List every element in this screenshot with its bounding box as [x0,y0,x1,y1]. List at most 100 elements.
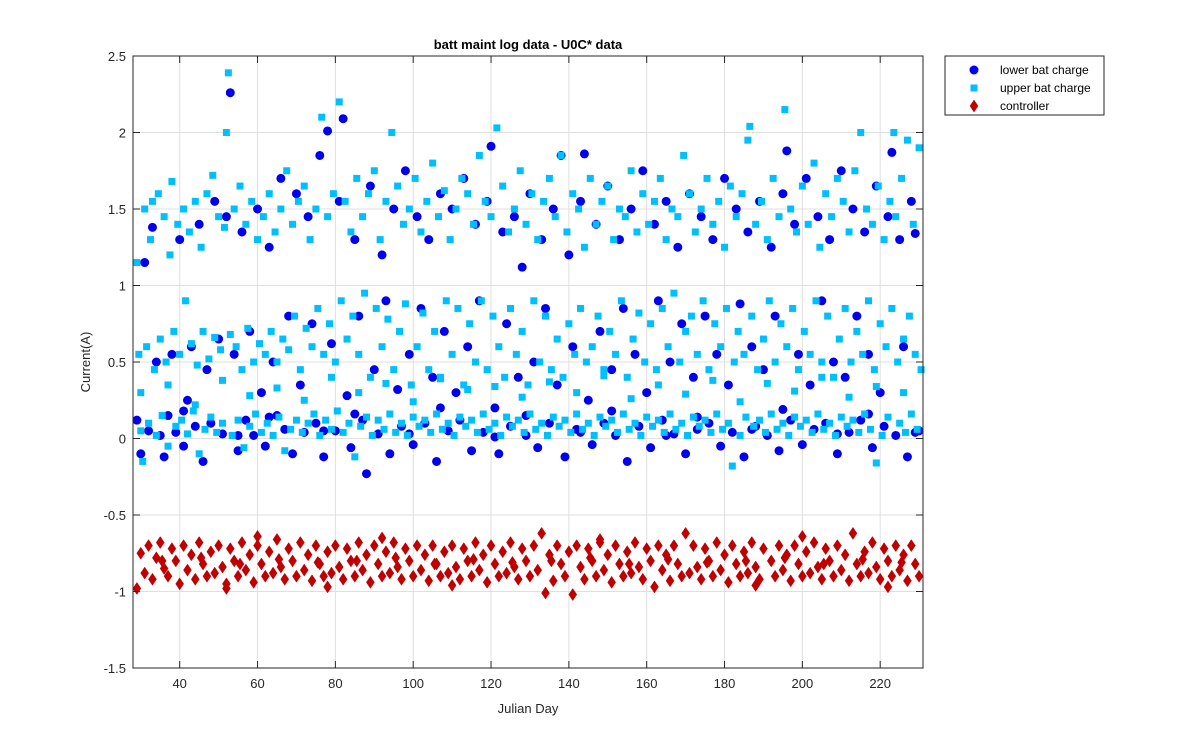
legend-marker [970,84,978,92]
data-point [689,413,697,421]
data-point [736,398,744,406]
data-point [463,342,473,352]
data-point [202,365,212,375]
data-point [567,428,575,436]
data-point [556,557,566,571]
data-point [560,569,570,583]
data-point [246,422,254,430]
data-point [569,190,577,198]
data-point [401,300,409,308]
data-point [314,304,322,312]
data-point [350,409,360,419]
data-point [875,572,885,586]
data-point [354,536,364,549]
data-point [225,88,235,98]
data-point [385,449,395,459]
data-point [194,219,204,229]
data-point [538,419,546,427]
data-point [364,190,372,198]
data-point [778,189,788,199]
data-point [798,529,807,543]
data-point [627,167,635,175]
data-point [464,386,472,394]
data-point [533,443,543,453]
data-point [366,575,375,589]
data-point [225,542,235,556]
data-point [199,327,207,335]
data-point [905,312,913,320]
data-point [366,373,374,381]
data-point [296,366,304,374]
data-point [468,416,476,424]
data-point [481,197,489,205]
data-point [779,419,787,427]
data-point [623,373,631,381]
data-point [564,545,574,559]
data-point [899,342,909,352]
data-point [544,418,554,428]
data-point [389,536,399,549]
data-point [564,250,574,260]
data-point [897,555,906,569]
data-point [743,566,753,580]
data-point [179,539,188,553]
data-point [728,462,736,470]
data-point [434,213,442,221]
x-tick-label: 160 [636,676,658,691]
data-point [906,196,916,206]
data-point [508,555,517,569]
data-point [264,242,274,252]
data-point [151,357,161,367]
data-point [249,575,258,589]
data-point [430,557,439,571]
data-point [140,258,150,268]
data-point [389,204,399,214]
data-point [166,251,174,259]
data-point [307,319,317,329]
data-point [240,444,248,452]
data-point [382,197,390,205]
data-point [372,304,380,312]
data-point [552,539,562,553]
data-point [423,197,431,205]
data-point [498,545,508,559]
data-point [686,190,694,198]
data-point [691,228,699,236]
data-point [724,575,733,589]
data-point [248,197,256,205]
y-tick-label: -1 [114,585,126,600]
data-point [376,236,384,244]
data-point [501,373,509,381]
data-point [217,346,225,354]
data-point [150,366,158,374]
data-point [517,542,527,556]
data-point [450,431,458,439]
data-point [508,422,516,430]
data-point [509,212,519,222]
series-square [133,69,925,470]
data-point [770,569,780,583]
data-point [220,223,228,231]
data-point [756,416,764,424]
data-point [707,428,715,436]
data-point [900,389,908,397]
chart-title: batt maint log data - U0C* data [434,37,623,52]
data-point [689,539,698,553]
data-point [392,428,400,436]
data-point [264,545,274,559]
data-point [485,425,493,433]
data-point [685,566,694,580]
data-point [822,190,830,198]
data-point [182,297,190,305]
data-point [201,425,209,433]
data-point [452,205,460,213]
data-point [141,205,149,213]
data-point [793,228,801,236]
data-point [907,539,916,553]
data-point [303,212,313,222]
data-point [137,427,145,435]
data-point [592,220,600,228]
data-point [868,220,876,228]
data-point [677,319,687,329]
legend-item: controller [969,99,1049,113]
